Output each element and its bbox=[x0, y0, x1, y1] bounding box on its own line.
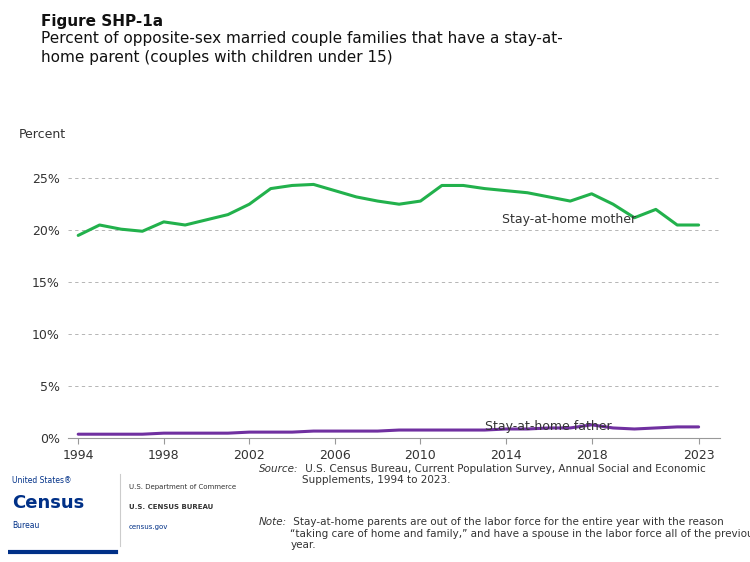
Text: Stay-at-home mother: Stay-at-home mother bbox=[502, 212, 636, 225]
Text: census.gov: census.gov bbox=[129, 524, 168, 530]
Text: Stay-at-home father: Stay-at-home father bbox=[484, 420, 611, 433]
Text: Bureau: Bureau bbox=[12, 520, 39, 529]
Text: Source:: Source: bbox=[259, 464, 299, 474]
Text: U.S. Census Bureau, Current Population Survey, Annual Social and Economic
Supple: U.S. Census Bureau, Current Population S… bbox=[302, 464, 706, 485]
Text: Figure SHP-1a: Figure SHP-1a bbox=[41, 14, 164, 29]
Text: United States®: United States® bbox=[12, 475, 71, 484]
Text: Percent: Percent bbox=[19, 128, 66, 140]
Text: Stay-at-home parents are out of the labor force for the entire year with the rea: Stay-at-home parents are out of the labo… bbox=[290, 517, 750, 550]
Text: Percent of opposite-sex married couple families that have a stay-at-
home parent: Percent of opposite-sex married couple f… bbox=[41, 31, 563, 65]
Text: U.S. CENSUS BUREAU: U.S. CENSUS BUREAU bbox=[129, 504, 213, 510]
Text: U.S. Department of Commerce: U.S. Department of Commerce bbox=[129, 484, 236, 490]
Text: Note:: Note: bbox=[259, 517, 286, 527]
Text: Census: Census bbox=[12, 495, 84, 513]
